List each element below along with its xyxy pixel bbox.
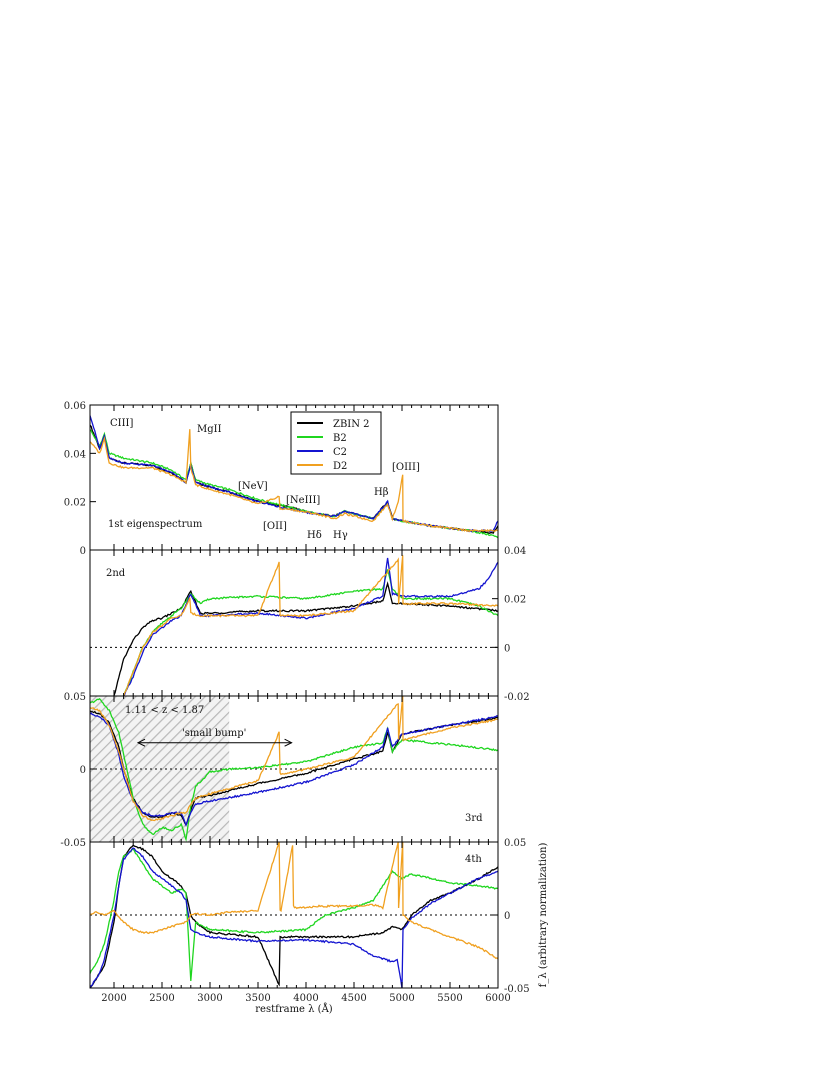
arrow-head-left xyxy=(136,738,146,747)
panel-4-label: 4th xyxy=(465,854,482,865)
x-tick-label: 4000 xyxy=(293,993,318,1004)
x-tick-label: 3000 xyxy=(197,993,222,1004)
annotation-oii: [OII] xyxy=(263,521,287,532)
series-d2-panel-1 xyxy=(90,429,498,533)
y-axis-label-right: f_λ (arbitrary normalization) xyxy=(538,843,549,988)
x-tick-label: 2000 xyxy=(101,993,126,1004)
series-d2-panel-3 xyxy=(90,696,498,822)
y-tick-label-left: 0.05 xyxy=(64,692,86,703)
x-tick-label: 5000 xyxy=(389,993,414,1004)
arrow-head-right xyxy=(284,738,293,747)
series-b2-panel-2 xyxy=(122,569,498,696)
x-tick-label: 2500 xyxy=(149,993,174,1004)
x-tick-label: 3500 xyxy=(245,993,270,1004)
y-tick-label-left: -0.05 xyxy=(60,838,86,849)
annotation-nev: [NeV] xyxy=(238,481,268,492)
series-d2-panel-4 xyxy=(90,842,498,960)
y-tick-label-right: 0.04 xyxy=(504,546,526,557)
x-tick-label: 5500 xyxy=(437,993,462,1004)
legend-label-d2: D2 xyxy=(333,461,347,472)
y-tick-label-right: 0 xyxy=(504,643,510,654)
annotation-oiii: [OIII] xyxy=(392,462,420,473)
y-tick-label-left: 0 xyxy=(80,546,86,557)
legend-label-b2: B2 xyxy=(333,433,347,444)
x-tick-label: 4500 xyxy=(341,993,366,1004)
series-b2-panel-4 xyxy=(90,848,498,982)
annotation-mgii: MgII xyxy=(197,424,222,435)
y-tick-label-left: 0 xyxy=(80,765,86,776)
y-tick-label-right: -0.02 xyxy=(504,692,530,703)
panel-2-label: 2nd xyxy=(106,568,126,579)
series-c2-panel-2 xyxy=(123,557,498,696)
series-zbin-2-panel-2 xyxy=(113,581,498,696)
annotation-hdelta: Hδ xyxy=(307,530,322,541)
panel-3-label: 3rd xyxy=(465,813,483,824)
panel-2-frame xyxy=(89,549,499,697)
y-tick-label-right: 0.05 xyxy=(504,838,526,849)
annotation-hbeta: Hβ xyxy=(374,487,389,498)
redshift-range-label: 1.11 < z < 1.87 xyxy=(125,705,204,716)
annotation-ciii: CIII] xyxy=(110,418,134,429)
series-zbin-2-panel-4 xyxy=(90,844,498,988)
y-tick-label-right: 0 xyxy=(504,911,510,922)
annotation-hgamma: Hγ xyxy=(333,530,348,541)
y-tick-label-left: 0.04 xyxy=(64,449,86,460)
series-d2-panel-2 xyxy=(122,555,498,696)
y-tick-label-right: 0.02 xyxy=(504,595,526,606)
legend-label-zbin2: ZBIN 2 xyxy=(333,419,370,430)
series-c2-panel-3 xyxy=(90,712,498,827)
y-tick-label-left: 0.02 xyxy=(64,498,86,509)
legend-label-c2: C2 xyxy=(333,447,347,458)
panel-1-annotations: CIII] MgII [NeV] [NeIII] [OII] Hδ Hγ Hβ … xyxy=(108,418,420,541)
small-bump-label: 'small bump' xyxy=(182,728,246,739)
panel-1-label: 1st eigenspectrum xyxy=(108,519,203,530)
legend: ZBIN 2 B2 C2 D2 xyxy=(290,411,382,475)
annotation-neiii: [NeIII] xyxy=(286,495,320,506)
series-b2-panel-3 xyxy=(90,697,498,842)
y-tick-label-right: -0.05 xyxy=(504,984,530,995)
series-c2-panel-4 xyxy=(90,847,498,988)
x-axis-label: restframe λ (Å) xyxy=(255,1003,333,1015)
y-tick-label-left: 0.06 xyxy=(64,401,86,412)
x-tick-label: 6000 xyxy=(485,993,510,1004)
